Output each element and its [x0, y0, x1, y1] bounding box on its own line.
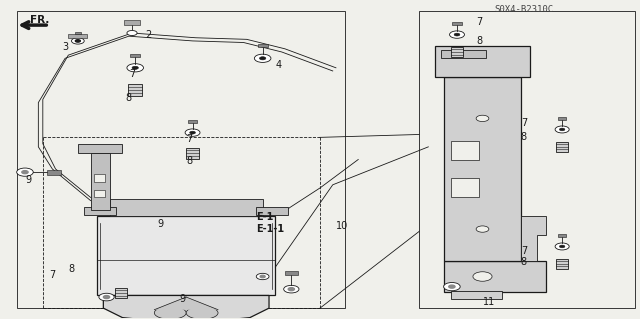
Text: 8: 8 — [521, 132, 527, 142]
Text: 7: 7 — [476, 17, 483, 27]
Circle shape — [127, 64, 143, 72]
Bar — [186, 148, 199, 159]
Circle shape — [555, 126, 569, 133]
Bar — [124, 20, 140, 25]
Circle shape — [127, 31, 137, 35]
Bar — [130, 54, 140, 57]
Bar — [68, 34, 88, 38]
Bar — [451, 141, 479, 160]
Bar — [435, 46, 531, 77]
Polygon shape — [521, 216, 546, 261]
Bar — [84, 207, 116, 215]
Circle shape — [189, 131, 195, 134]
Text: 8: 8 — [476, 36, 483, 46]
Text: 7: 7 — [49, 270, 56, 280]
Circle shape — [17, 168, 33, 176]
Text: 10: 10 — [336, 221, 348, 231]
Polygon shape — [103, 295, 269, 319]
Bar — [188, 120, 197, 123]
Bar — [17, 11, 346, 308]
Ellipse shape — [186, 307, 218, 319]
Circle shape — [473, 272, 492, 281]
Bar — [451, 291, 502, 299]
Circle shape — [132, 66, 138, 69]
Bar — [451, 178, 479, 197]
Bar — [558, 234, 566, 237]
Bar — [419, 11, 636, 308]
Text: E-1
E-1-1: E-1 E-1-1 — [256, 211, 284, 234]
Ellipse shape — [154, 307, 186, 319]
Text: 7: 7 — [521, 118, 527, 128]
Bar — [91, 153, 109, 210]
Bar — [452, 22, 461, 25]
Circle shape — [555, 243, 569, 250]
Text: S0X4-B2310C: S0X4-B2310C — [494, 5, 554, 14]
Text: 3: 3 — [62, 42, 68, 52]
Bar — [451, 47, 463, 57]
Text: 9: 9 — [157, 219, 164, 229]
Circle shape — [454, 33, 460, 36]
Text: 8: 8 — [186, 156, 192, 166]
Circle shape — [76, 40, 81, 42]
Text: 9: 9 — [180, 293, 186, 304]
Bar — [444, 261, 546, 292]
Bar — [115, 287, 127, 298]
Circle shape — [288, 287, 294, 291]
Text: 4: 4 — [275, 60, 282, 70]
Bar — [128, 84, 142, 96]
Circle shape — [259, 57, 266, 60]
Circle shape — [72, 38, 84, 44]
Circle shape — [284, 286, 299, 293]
Bar — [94, 189, 105, 197]
Text: 9: 9 — [26, 175, 32, 185]
Circle shape — [99, 293, 114, 301]
Text: 2: 2 — [145, 30, 151, 40]
Bar — [444, 77, 521, 261]
Bar — [285, 271, 298, 275]
Bar — [109, 199, 262, 216]
Circle shape — [449, 31, 465, 38]
Circle shape — [476, 115, 489, 122]
Circle shape — [260, 275, 265, 278]
Polygon shape — [154, 297, 218, 310]
Bar — [97, 216, 275, 295]
Circle shape — [103, 295, 109, 299]
Text: 8: 8 — [125, 93, 132, 103]
Bar — [47, 170, 61, 175]
Circle shape — [559, 128, 565, 131]
Bar — [257, 44, 268, 47]
Circle shape — [476, 226, 489, 232]
Text: 8: 8 — [68, 263, 74, 274]
Circle shape — [185, 129, 200, 136]
Text: 8: 8 — [521, 257, 527, 267]
Circle shape — [254, 54, 271, 63]
Circle shape — [449, 285, 455, 288]
Bar — [556, 142, 568, 152]
Bar — [94, 174, 105, 182]
Text: 11: 11 — [483, 297, 495, 308]
Text: 7: 7 — [186, 134, 193, 144]
Bar — [441, 50, 486, 58]
Text: 7: 7 — [129, 69, 135, 79]
Circle shape — [444, 283, 460, 291]
Circle shape — [256, 273, 269, 280]
Text: FR.: FR. — [30, 15, 49, 25]
Bar — [256, 207, 288, 215]
Bar — [558, 117, 566, 120]
Text: 7: 7 — [521, 246, 527, 256]
Bar — [78, 144, 122, 153]
Bar — [556, 259, 568, 269]
Circle shape — [559, 245, 565, 248]
Circle shape — [22, 171, 28, 174]
Bar — [75, 32, 81, 34]
